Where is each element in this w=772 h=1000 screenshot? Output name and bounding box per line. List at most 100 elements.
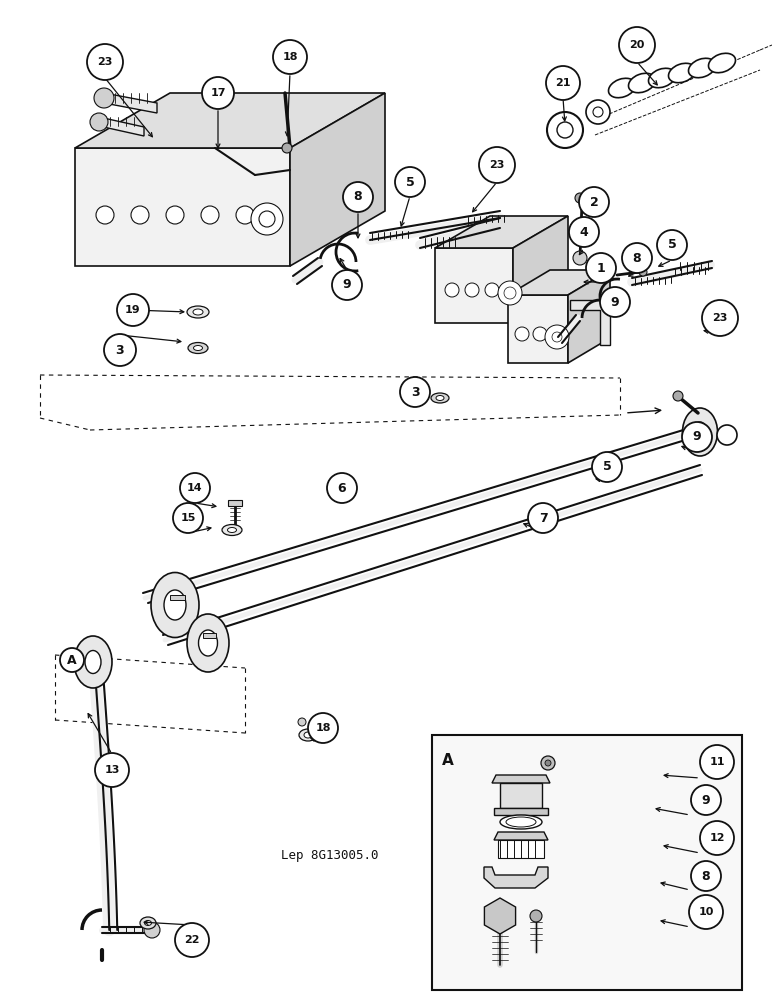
Circle shape (533, 327, 547, 341)
Circle shape (546, 66, 580, 100)
Circle shape (202, 77, 234, 109)
Circle shape (87, 44, 123, 80)
Circle shape (691, 785, 721, 815)
Text: 3: 3 (411, 385, 419, 398)
Ellipse shape (693, 422, 707, 442)
Ellipse shape (74, 636, 112, 688)
Polygon shape (99, 117, 144, 136)
Circle shape (144, 922, 160, 938)
Ellipse shape (140, 917, 156, 929)
Polygon shape (508, 295, 568, 363)
Text: 21: 21 (555, 78, 571, 88)
Text: 22: 22 (185, 935, 200, 945)
Circle shape (445, 283, 459, 297)
Text: 18: 18 (283, 52, 298, 62)
Text: 9: 9 (702, 794, 710, 806)
Text: 5: 5 (405, 176, 415, 188)
Circle shape (515, 327, 529, 341)
Ellipse shape (151, 572, 199, 638)
Polygon shape (498, 840, 544, 858)
Circle shape (117, 294, 149, 326)
Text: A: A (67, 654, 76, 666)
Ellipse shape (709, 53, 736, 73)
Circle shape (131, 206, 149, 224)
Circle shape (569, 217, 599, 247)
Ellipse shape (187, 614, 229, 672)
Circle shape (175, 923, 209, 957)
Circle shape (251, 203, 283, 235)
Circle shape (479, 147, 515, 183)
Text: 8: 8 (702, 869, 710, 882)
Ellipse shape (222, 524, 242, 536)
Polygon shape (568, 270, 610, 363)
Ellipse shape (164, 590, 186, 620)
Circle shape (273, 40, 307, 74)
Circle shape (547, 112, 583, 148)
Circle shape (600, 287, 630, 317)
Text: 3: 3 (116, 344, 124, 357)
Polygon shape (435, 216, 568, 248)
Circle shape (545, 760, 551, 766)
Polygon shape (75, 93, 385, 148)
Text: 9: 9 (692, 430, 701, 444)
Ellipse shape (198, 630, 218, 656)
Circle shape (104, 334, 136, 366)
Ellipse shape (188, 342, 208, 354)
Circle shape (96, 206, 114, 224)
Circle shape (498, 281, 522, 305)
Ellipse shape (187, 306, 209, 318)
Polygon shape (500, 783, 542, 808)
Circle shape (395, 167, 425, 197)
FancyBboxPatch shape (432, 735, 742, 990)
Ellipse shape (608, 78, 635, 98)
Circle shape (557, 122, 573, 138)
Text: 8: 8 (354, 190, 362, 204)
Circle shape (691, 861, 721, 891)
Ellipse shape (506, 817, 536, 827)
Circle shape (702, 300, 738, 336)
Ellipse shape (648, 68, 676, 88)
Text: A: A (442, 753, 454, 768)
Ellipse shape (689, 58, 716, 78)
Ellipse shape (299, 729, 317, 741)
Text: 15: 15 (181, 513, 195, 523)
Circle shape (166, 206, 184, 224)
Text: 23: 23 (489, 160, 505, 170)
Ellipse shape (194, 346, 202, 351)
Circle shape (619, 27, 655, 63)
Circle shape (575, 193, 585, 203)
Circle shape (485, 283, 499, 297)
Circle shape (173, 503, 203, 533)
Circle shape (579, 187, 609, 217)
Circle shape (259, 211, 275, 227)
Ellipse shape (228, 528, 236, 532)
Polygon shape (228, 500, 242, 506)
Ellipse shape (144, 920, 151, 926)
Circle shape (573, 251, 587, 265)
Text: 18: 18 (315, 723, 330, 733)
Polygon shape (513, 216, 568, 323)
Circle shape (586, 253, 616, 283)
Polygon shape (494, 832, 548, 840)
Circle shape (465, 283, 479, 297)
Polygon shape (290, 93, 385, 266)
Text: 1: 1 (597, 261, 605, 274)
Circle shape (700, 745, 734, 779)
Circle shape (545, 325, 569, 349)
Circle shape (343, 182, 373, 212)
Circle shape (236, 206, 254, 224)
Ellipse shape (436, 395, 444, 400)
Polygon shape (492, 775, 550, 783)
Circle shape (593, 107, 603, 117)
Text: 9: 9 (343, 278, 351, 292)
Text: 23: 23 (97, 57, 113, 67)
Polygon shape (570, 300, 625, 345)
Ellipse shape (682, 408, 717, 456)
Circle shape (528, 503, 558, 533)
Circle shape (639, 268, 647, 276)
Circle shape (94, 88, 114, 108)
Ellipse shape (304, 732, 312, 738)
Text: 12: 12 (709, 833, 725, 843)
Circle shape (282, 143, 292, 153)
Ellipse shape (628, 73, 655, 93)
